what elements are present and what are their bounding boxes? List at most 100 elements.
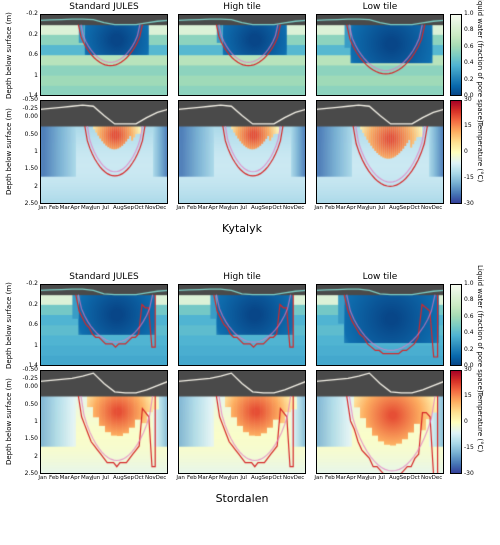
ytick: 1 bbox=[34, 148, 38, 155]
xtick: Jan bbox=[38, 475, 46, 481]
cbar-tick: -15 bbox=[464, 444, 474, 451]
colorbar-liquid_water bbox=[450, 14, 462, 96]
cbar-tick: 0.6 bbox=[464, 43, 474, 50]
cbar-tick: 15 bbox=[464, 392, 472, 399]
ytick: 1 bbox=[34, 342, 38, 349]
ytick: 0.6 bbox=[28, 51, 38, 58]
xtick: Jan bbox=[176, 475, 184, 481]
xtick: Aug bbox=[251, 205, 262, 211]
xtick: May bbox=[357, 475, 368, 481]
xtick: Aug bbox=[113, 205, 124, 211]
xtick: May bbox=[357, 205, 368, 211]
xtick: Dec bbox=[294, 205, 305, 211]
ytick: -0.25 bbox=[22, 375, 38, 382]
ytick: 2 bbox=[34, 183, 38, 190]
panel-stordalen-r1-c2 bbox=[316, 370, 444, 474]
ytick: 2.50 bbox=[25, 200, 38, 207]
xtick: Feb bbox=[187, 475, 197, 481]
xtick: Aug bbox=[389, 205, 400, 211]
xtick: Apr bbox=[70, 475, 80, 481]
cbar-tick: 0.8 bbox=[464, 296, 474, 303]
cbar-tick: -30 bbox=[464, 470, 474, 477]
xtick: Jul bbox=[378, 475, 385, 481]
xtick: Mar bbox=[336, 205, 346, 211]
ytick: 0.2 bbox=[28, 31, 38, 38]
cbar-tick: 0.2 bbox=[464, 76, 474, 83]
xtick: Nov bbox=[283, 475, 294, 481]
xtick: Oct bbox=[272, 475, 282, 481]
xtick: Dec bbox=[432, 475, 443, 481]
xtick: Sep bbox=[124, 205, 134, 211]
xtick: Sep bbox=[262, 205, 272, 211]
xtick: May bbox=[219, 475, 230, 481]
cbar-tick: 0.8 bbox=[464, 26, 474, 33]
ytick: -0.25 bbox=[22, 105, 38, 112]
panel-stordalen-r1-c0 bbox=[40, 370, 168, 474]
xtick: Sep bbox=[400, 205, 410, 211]
panel-kytalyk-r0-c0 bbox=[40, 14, 168, 96]
cbar-tick: 15 bbox=[464, 122, 472, 129]
xtick: Sep bbox=[262, 475, 272, 481]
ytick: 1 bbox=[34, 418, 38, 425]
xtick: Dec bbox=[156, 475, 167, 481]
xtick: Jul bbox=[102, 205, 109, 211]
cbar-tick: 1.0 bbox=[464, 280, 474, 287]
colorbar-temperature bbox=[450, 100, 462, 204]
panel-stordalen-r0-c1 bbox=[178, 284, 306, 366]
cbar-tick: 30 bbox=[464, 96, 472, 103]
panel-kytalyk-r0-c2 bbox=[316, 14, 444, 96]
cbar-tick: 0 bbox=[464, 418, 468, 425]
xtick: Nov bbox=[145, 205, 156, 211]
xtick: Jan bbox=[38, 205, 46, 211]
col-title-3: Standard JULES bbox=[40, 272, 168, 282]
col-title-1: High tile bbox=[178, 2, 306, 12]
xtick: Mar bbox=[198, 475, 208, 481]
ytick: -0.2 bbox=[26, 10, 38, 17]
col-title-4: High tile bbox=[178, 272, 306, 282]
xtick: Jul bbox=[378, 205, 385, 211]
ytick: -0.2 bbox=[26, 280, 38, 287]
ytick: 1.50 bbox=[25, 165, 38, 172]
xtick: Mar bbox=[60, 205, 70, 211]
ylabel-k2: Depth below surface (m) bbox=[5, 105, 13, 195]
panel-kytalyk-r1-c2 bbox=[316, 100, 444, 204]
xtick: Nov bbox=[283, 205, 294, 211]
xtick: Jun bbox=[92, 205, 101, 211]
xtick: Dec bbox=[156, 205, 167, 211]
cbar-tick: 1.0 bbox=[464, 10, 474, 17]
ylabel-s1: Depth below surface (m) bbox=[5, 279, 13, 369]
xtick: Mar bbox=[60, 475, 70, 481]
xtick: Oct bbox=[134, 475, 144, 481]
xtick: Jan bbox=[314, 205, 322, 211]
xtick: Apr bbox=[346, 205, 356, 211]
xtick: Oct bbox=[134, 205, 144, 211]
xtick: May bbox=[81, 475, 92, 481]
xtick: Mar bbox=[336, 475, 346, 481]
xtick: Dec bbox=[294, 475, 305, 481]
ytick: 2 bbox=[34, 453, 38, 460]
ytick: 0.50 bbox=[25, 401, 38, 408]
xtick: Jul bbox=[102, 475, 109, 481]
panel-stordalen-r0-c0 bbox=[40, 284, 168, 366]
xtick: Jun bbox=[368, 205, 377, 211]
ytick: 0.00 bbox=[25, 113, 38, 120]
col-title-0: Standard JULES bbox=[40, 2, 168, 12]
ylabel-s2: Depth below surface (m) bbox=[5, 375, 13, 465]
xtick: Jun bbox=[230, 475, 239, 481]
xtick: Aug bbox=[389, 475, 400, 481]
xtick: Jun bbox=[92, 475, 101, 481]
xtick: Dec bbox=[432, 205, 443, 211]
cbar-tick: 0.4 bbox=[464, 59, 474, 66]
xtick: Nov bbox=[421, 205, 432, 211]
ytick: 0.6 bbox=[28, 321, 38, 328]
xtick: Jul bbox=[240, 475, 247, 481]
xtick: Apr bbox=[208, 475, 218, 481]
ytick: 2.50 bbox=[25, 470, 38, 477]
xtick: Feb bbox=[49, 475, 59, 481]
panel-kytalyk-r1-c1 bbox=[178, 100, 306, 204]
panel-stordalen-r1-c1 bbox=[178, 370, 306, 474]
panel-kytalyk-r0-c1 bbox=[178, 14, 306, 96]
xtick: Apr bbox=[70, 205, 80, 211]
col-title-5: Low tile bbox=[316, 272, 444, 282]
xtick: Jan bbox=[176, 205, 184, 211]
